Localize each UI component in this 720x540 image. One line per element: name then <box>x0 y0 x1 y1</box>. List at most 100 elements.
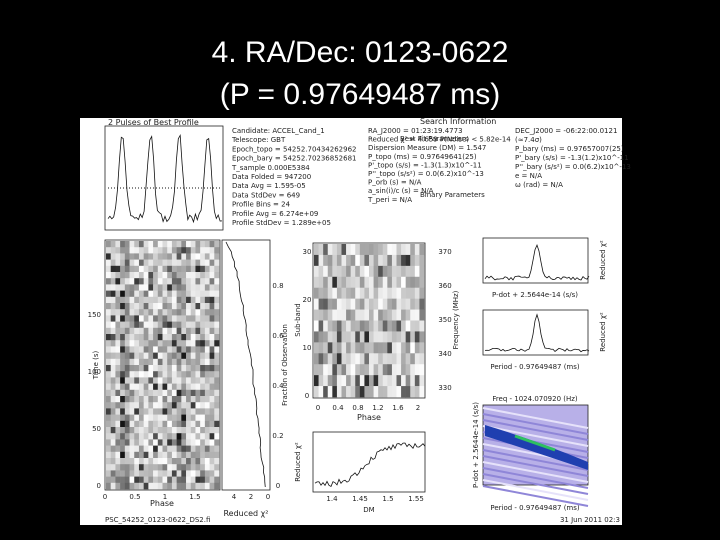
subband-cell <box>391 375 397 387</box>
time-phase-cell <box>153 439 159 446</box>
time-phase-cell <box>106 247 112 254</box>
time-phase-cell <box>209 309 215 316</box>
time-phase-cell <box>190 309 196 316</box>
time-phase-cell <box>129 346 135 353</box>
time-phase-cell <box>115 371 121 378</box>
time-phase-cell <box>186 340 192 347</box>
time-phase-cell <box>110 358 116 366</box>
time-phase-cell <box>110 402 116 409</box>
info-line: T_peri = N/A <box>367 196 412 204</box>
subband-cell <box>346 287 351 299</box>
time-phase-cell <box>195 451 201 459</box>
subband-cell <box>359 375 365 387</box>
time-phase-cell <box>120 296 126 304</box>
time-phase-cell <box>157 389 163 397</box>
time-phase-cell <box>204 470 210 477</box>
time-phase-cell <box>176 334 182 341</box>
time-phase-cell <box>171 358 177 366</box>
time-phase-cell <box>138 439 144 446</box>
time-phase-cell <box>120 365 126 372</box>
time-phase-cell <box>143 241 149 248</box>
subband-cell <box>419 287 425 299</box>
subband-cell <box>332 331 338 343</box>
subband-cell <box>401 364 406 376</box>
time-phase-cell <box>181 414 187 422</box>
time-phase-cell <box>115 414 121 422</box>
subband-cell <box>318 342 324 354</box>
time-phase-cell <box>200 445 206 453</box>
profile-box <box>104 125 224 231</box>
time-phase-cell <box>148 396 154 403</box>
footer-file: PSC_54252_0123-0622_DS2.fi <box>105 516 210 524</box>
subband-cell <box>387 320 393 332</box>
info-header: Search Information <box>420 117 496 126</box>
time-phase-cell <box>181 365 187 372</box>
time-phase-cell <box>171 278 177 285</box>
time-phase-cell <box>129 482 135 490</box>
subband-cell <box>355 276 361 289</box>
time-phase-cell <box>138 247 144 254</box>
subband-cell <box>410 265 416 278</box>
time-phase-cell <box>214 241 220 248</box>
subband-cell <box>410 386 416 398</box>
time-phase-cell <box>110 309 116 316</box>
subband-cell <box>355 244 361 256</box>
subband-cell <box>314 364 319 376</box>
time-phase-cell <box>153 352 159 360</box>
time-phase-cell <box>204 259 210 267</box>
time-phase-cell <box>171 420 177 428</box>
time-phase-cell <box>157 241 163 248</box>
time-phase-cell <box>129 334 135 341</box>
time-phase-cell <box>195 303 201 310</box>
time-phase-cell <box>186 321 192 329</box>
subband-cell <box>387 375 393 387</box>
time-phase-cell <box>120 272 126 279</box>
time-phase-cell <box>167 464 173 471</box>
freq-tick: 350 <box>438 316 451 324</box>
time-phase-cell <box>204 433 210 440</box>
time-phase-cell <box>129 309 135 316</box>
time-phase-cell <box>148 241 154 248</box>
time-phase-cell <box>143 383 149 391</box>
subband-cell <box>314 331 319 343</box>
dm-box <box>312 431 426 493</box>
time-phase-cell <box>110 321 116 329</box>
time-phase-cell <box>143 464 149 471</box>
time-phase-cell <box>124 272 130 279</box>
time-phase-cell <box>190 383 196 391</box>
subband-cell <box>346 364 351 376</box>
subband-cell <box>355 353 361 365</box>
subband-cell <box>327 386 333 398</box>
time-phase-cell <box>209 352 215 360</box>
time-phase-cell <box>162 414 168 422</box>
subband-cell <box>410 353 416 365</box>
time-phase-cell <box>214 439 220 446</box>
time-phase-cell <box>129 402 135 409</box>
time-phase-cell <box>148 408 154 415</box>
time-phase-cell <box>157 259 163 267</box>
time-phase-cell <box>106 433 112 440</box>
time-phase-cell <box>148 253 154 260</box>
time-phase-cell <box>148 402 154 409</box>
time-phase-cell <box>120 284 126 291</box>
subband-cell <box>350 386 356 398</box>
time-phase-cell <box>190 303 196 310</box>
subband-cell <box>341 265 347 278</box>
time-phase-cell <box>204 340 210 347</box>
time-phase-cell <box>162 290 168 298</box>
time-phase-cell <box>153 414 159 422</box>
time-phase-cell <box>148 389 154 397</box>
time-phase-cell <box>143 451 149 459</box>
time-phase-cell <box>110 272 116 279</box>
time-phase-cell <box>124 420 130 428</box>
time-phase-cell <box>106 296 112 304</box>
time-phase-cell <box>181 315 187 322</box>
time-phase-cell <box>190 402 196 409</box>
time-phase-cell <box>115 346 121 353</box>
subband-cell <box>405 375 411 387</box>
slide-title: 4. RA/Dec: 0123-0622 <box>212 36 509 69</box>
subband-cell <box>405 342 411 354</box>
time-phase-cell <box>162 482 168 490</box>
time-phase-cell <box>138 303 144 310</box>
ppdot-streak <box>482 425 589 447</box>
